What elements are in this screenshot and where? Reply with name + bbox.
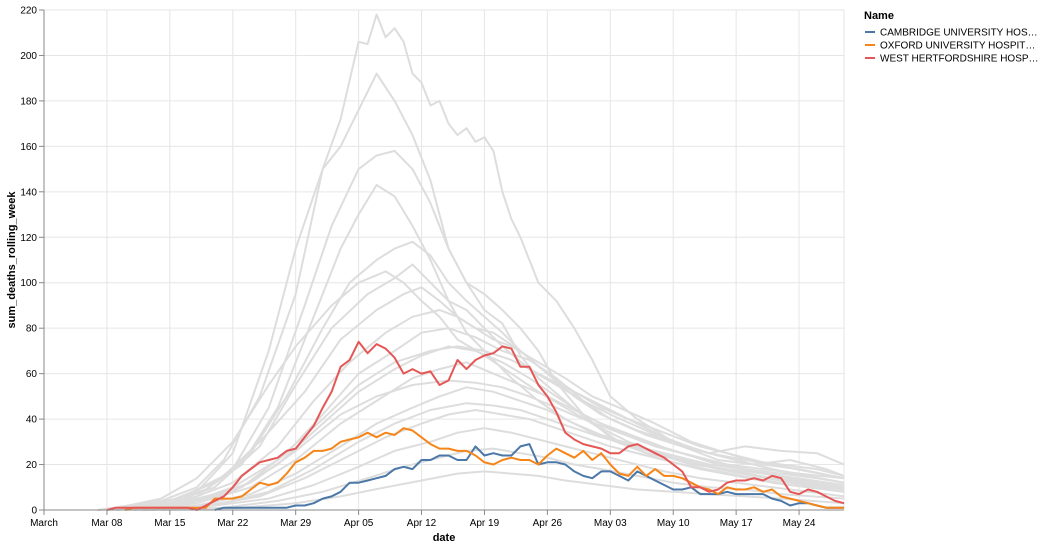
x-tick-label: Mar 08 [91, 518, 123, 529]
y-tick-label: 80 [26, 324, 38, 335]
y-tick-label: 120 [20, 233, 37, 244]
grid-lines [43, 9, 845, 511]
legend: Name CAMBRIDGE UNIVERSITY HOS… OXFORD UNI… [864, 10, 1039, 65]
y-tick-label: 200 [20, 51, 37, 62]
background-series-line [106, 270, 845, 511]
x-tick-label: Mar 22 [217, 518, 249, 529]
background-series-line [133, 409, 845, 511]
legend-entry-label: CAMBRIDGE UNIVERSITY HOS… [880, 28, 1038, 39]
background-series-line [115, 345, 845, 511]
x-tick-label: May 10 [657, 518, 690, 529]
y-tick-label: 20 [26, 460, 38, 471]
y-axis-title: sum_deaths_rolling_week [6, 191, 18, 329]
background-series-line [106, 345, 845, 511]
x-tick-label: Mar 29 [280, 518, 312, 529]
y-tick-label: 160 [20, 142, 37, 153]
axes: 0 20 40 60 80 100 120 140 160 180 200 220 March Mar 0… [20, 6, 844, 529]
y-tick-label: 60 [26, 369, 38, 380]
background-series-line [151, 402, 845, 511]
y-tick-label: 0 [31, 506, 37, 517]
background-series-line [133, 379, 845, 511]
x-tick-label: May 03 [594, 518, 627, 529]
series-line [106, 340, 845, 511]
x-tick-label: March [30, 518, 58, 529]
x-tick-label: May 17 [720, 518, 753, 529]
y-tick-label: 140 [20, 187, 37, 198]
x-axis-title: date [433, 532, 456, 544]
background-series-line [106, 286, 845, 511]
x-tick-label: May 24 [783, 518, 816, 529]
y-tick-label: 220 [20, 6, 37, 17]
series-line [214, 443, 844, 511]
background-series-line [106, 263, 845, 511]
x-tick-label: Mar 15 [154, 518, 186, 529]
background-series-line [97, 149, 845, 511]
y-tick-label: 40 [26, 415, 38, 426]
x-tick-label: Apr 19 [470, 518, 500, 529]
y-tick-label: 180 [20, 96, 37, 107]
legend-title: Name [864, 10, 894, 22]
background-series-line [97, 13, 845, 511]
series-line [124, 427, 844, 511]
x-tick-label: Apr 26 [533, 518, 563, 529]
legend-entry-label: WEST HERTFORDSHIRE HOSP… [880, 54, 1039, 65]
highlighted-series-group [106, 340, 845, 511]
x-tick-label: Apr 05 [344, 518, 374, 529]
background-series-line [97, 72, 845, 511]
x-tick-label: Apr 12 [407, 518, 437, 529]
background-series-group [97, 13, 845, 511]
background-series-line [142, 447, 845, 511]
y-tick-label: 100 [20, 278, 37, 289]
legend-entry-label: OXFORD UNIVERSITY HOSPIT… [880, 41, 1035, 52]
